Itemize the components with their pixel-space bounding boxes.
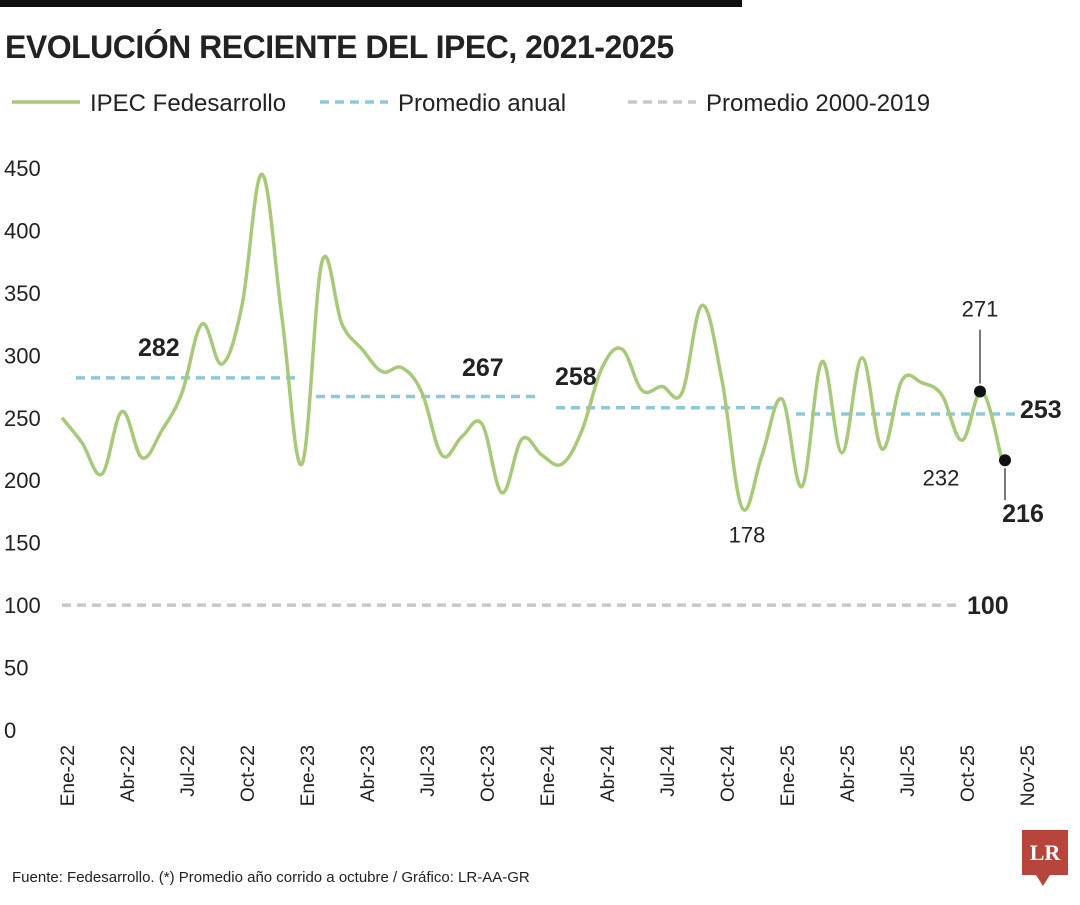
logo: LR bbox=[1022, 830, 1068, 886]
legend-label: Promedio anual bbox=[398, 90, 566, 117]
x-tick-label: Jul-25 bbox=[898, 745, 919, 797]
legend-label: Promedio 2000-2019 bbox=[706, 90, 930, 117]
y-tick-label: 350 bbox=[4, 281, 41, 306]
data-label: 232 bbox=[923, 465, 960, 490]
legend: IPEC Fedesarrollo Promedio anual Promedio … bbox=[12, 90, 930, 117]
data-label: 178 bbox=[729, 523, 766, 548]
y-tick-label: 100 bbox=[4, 593, 41, 618]
data-label: 271 bbox=[962, 297, 999, 322]
y-tick-label: 300 bbox=[4, 343, 41, 368]
logo-tail bbox=[1036, 875, 1050, 886]
x-tick-label: Nov-25 bbox=[1018, 745, 1039, 806]
x-tick-label: Jul-24 bbox=[658, 745, 679, 797]
average-label: 258 bbox=[555, 363, 597, 391]
average-label: 267 bbox=[462, 354, 504, 382]
x-tick-label: Abr-23 bbox=[358, 745, 379, 802]
x-tick-label: Abr-25 bbox=[838, 745, 859, 802]
x-tick-label: Ene-25 bbox=[778, 745, 799, 806]
point-marker bbox=[999, 454, 1011, 467]
x-tick-label: Jul-22 bbox=[178, 745, 199, 797]
x-tick-label: Oct-22 bbox=[238, 745, 259, 802]
average-label: 282 bbox=[138, 334, 180, 362]
x-tick-label: Abr-22 bbox=[118, 745, 139, 802]
x-tick-label: Oct-25 bbox=[958, 745, 979, 802]
legend-label: IPEC Fedesarrollo bbox=[90, 90, 286, 117]
source-note: Fuente: Fedesarrollo. (*) Promedio año c… bbox=[12, 869, 530, 886]
data-label: 216 bbox=[1002, 500, 1044, 528]
x-tick-label: Ene-22 bbox=[58, 745, 79, 806]
x-tick-label: Oct-23 bbox=[478, 745, 499, 802]
y-tick-label: 0 bbox=[4, 718, 16, 743]
y-tick-label: 450 bbox=[4, 156, 41, 181]
x-tick-label: Ene-24 bbox=[538, 745, 559, 807]
y-tick-label: 200 bbox=[4, 468, 41, 493]
point-marker bbox=[974, 385, 986, 398]
y-tick-label: 150 bbox=[4, 531, 41, 556]
series-line bbox=[60, 172, 1004, 512]
chart-title: EVOLUCIÓN RECIENTE DEL IPEC, 2021-2025 bbox=[5, 29, 674, 65]
y-tick-label: 400 bbox=[4, 218, 41, 243]
logo-text: LR bbox=[1030, 840, 1062, 865]
average-label: 100 bbox=[967, 592, 1009, 620]
x-tick-label: Oct-24 bbox=[718, 745, 739, 802]
logo-box bbox=[1022, 830, 1068, 875]
x-tick-label: Ene-23 bbox=[298, 745, 319, 806]
x-tick-label: Abr-24 bbox=[598, 745, 619, 802]
average-label: 253 bbox=[1020, 396, 1062, 424]
x-tick-label: Jul-23 bbox=[418, 745, 439, 797]
y-tick-label: 250 bbox=[4, 406, 41, 431]
top-bar bbox=[0, 0, 742, 7]
y-tick-label: 50 bbox=[4, 656, 28, 681]
